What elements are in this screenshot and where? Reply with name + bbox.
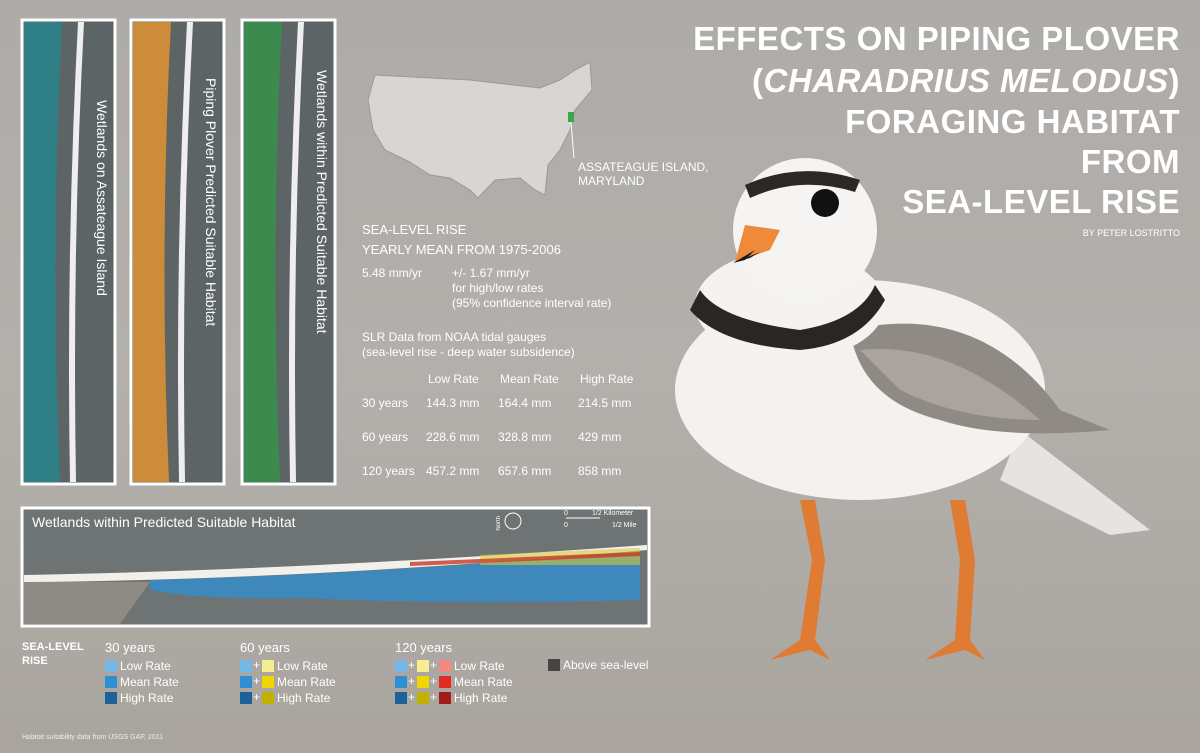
locator-label: ASSATEAGUE ISLAND, (578, 160, 709, 174)
legend-plus: + (430, 658, 438, 672)
legend-swatch (395, 660, 407, 672)
legend-label: Mean Rate (454, 675, 513, 689)
legend-label: High Rate (277, 691, 331, 705)
legend-swatch (439, 676, 451, 688)
legend-swatch (240, 676, 252, 688)
slr-source: (sea-level rise - deep water subsidence) (362, 345, 575, 359)
legend-group-label: 120 years (395, 640, 453, 655)
legend-plus: + (430, 690, 438, 704)
legend-label: High Rate (454, 691, 508, 705)
scale-zero: 0 (564, 510, 568, 517)
overview-title: Wetlands within Predicted Suitable Habit… (32, 514, 296, 530)
table-header: High Rate (580, 372, 634, 386)
table-cell: 328.8 mm (498, 430, 552, 444)
slr-subheading: YEARLY MEAN FROM 1975-2006 (362, 242, 561, 257)
piping-plover (675, 158, 1150, 660)
legend-group-label: 60 years (240, 640, 290, 655)
legend-swatch (105, 676, 117, 688)
table-cell: 657.6 mm (498, 464, 552, 478)
legend-swatch (439, 692, 451, 704)
legend-label: Low Rate (454, 659, 505, 673)
legend-swatch (262, 676, 274, 688)
table-cell: 164.4 mm (498, 396, 552, 410)
overview-map (20, 506, 651, 628)
title-species: CHARADRIUS MELODUS (763, 62, 1169, 99)
legend-label: High Rate (120, 691, 174, 705)
legend-plus: + (253, 690, 261, 704)
title-paren: ) (1168, 62, 1180, 99)
slr-mean: 5.48 mm/yr (362, 266, 423, 280)
title-line: SEA-LEVEL RISE (902, 183, 1180, 220)
legend-swatch (105, 692, 117, 704)
legend-swatch (417, 660, 429, 672)
legend-plus: + (408, 658, 416, 672)
table-header: Mean Rate (500, 372, 559, 386)
slr-heading: SEA-LEVEL RISE (362, 222, 467, 237)
legend-swatch (548, 659, 560, 671)
legend-swatch (439, 660, 451, 672)
panel-label: Wetlands within Predicted Suitable Habit… (314, 70, 330, 334)
credit: Habitat suitability data from USGS GAP, … (22, 734, 163, 741)
legend-title: RISE (22, 655, 48, 667)
locator-label: MARYLAND (578, 174, 645, 188)
legend-title: SEA-LEVEL (22, 641, 84, 653)
legend-swatch (262, 692, 274, 704)
legend-swatch (240, 692, 252, 704)
slr-note: (95% confidence interval rate) (452, 296, 612, 310)
slr-range: +/- 1.67 mm/yr (452, 266, 530, 280)
legend-swatch (240, 660, 252, 672)
legend-plus: + (253, 674, 261, 688)
table-row-label: 30 years (362, 396, 409, 410)
legend-swatch (105, 660, 117, 672)
title-line: FROM (1080, 143, 1180, 180)
table-cell: 214.5 mm (578, 396, 632, 410)
legend-swatch (395, 692, 407, 704)
slr-note: for high/low rates (452, 281, 544, 295)
legend-swatch (262, 660, 274, 672)
table-row-label: 60 years (362, 430, 409, 444)
legend-label: Mean Rate (277, 675, 336, 689)
map-panels (20, 18, 337, 486)
legend-swatch (395, 676, 407, 688)
table-cell: 858 mm (578, 464, 622, 478)
table-cell: 228.6 mm (426, 430, 480, 444)
legend-plus: + (408, 690, 416, 704)
panel-label: Piping Plover Predicted Suitable Habitat (203, 78, 219, 327)
legend-swatch (417, 676, 429, 688)
table-row-label: 120 years (362, 464, 415, 478)
legend-swatch (417, 692, 429, 704)
title-line: FORAGING HABITAT (845, 103, 1180, 140)
legend-group-label: 30 years (105, 640, 155, 655)
scale-zero: 0 (564, 522, 568, 529)
us-locator-map (367, 61, 593, 199)
legend-label: Above sea-level (563, 658, 649, 672)
title-line: EFFECTS ON PIPING PLOVER (693, 20, 1180, 57)
title-line: (CHARADRIUS MELODUS) (752, 62, 1180, 100)
legend-label: Low Rate (277, 659, 328, 673)
legend-plus: + (408, 674, 416, 688)
table-header: Low Rate (428, 372, 479, 386)
north-label: North (496, 516, 502, 531)
scale-mi: 1/2 Mile (612, 522, 637, 529)
title-paren: ( (752, 62, 764, 99)
legend-label: Mean Rate (120, 675, 179, 689)
table-cell: 429 mm (578, 430, 622, 444)
table-cell: 144.3 mm (426, 396, 480, 410)
legend-plus: + (253, 658, 261, 672)
legend-plus: + (430, 674, 438, 688)
byline: BY PETER LOSTRITTO (1082, 228, 1180, 238)
table-cell: 457.2 mm (426, 464, 480, 478)
legend-label: Low Rate (120, 659, 171, 673)
panel-label: Wetlands on Assateague Island (94, 100, 110, 296)
scale-km: 1/2 Kilometer (592, 510, 634, 517)
slr-source: SLR Data from NOAA tidal gauges (362, 330, 547, 344)
